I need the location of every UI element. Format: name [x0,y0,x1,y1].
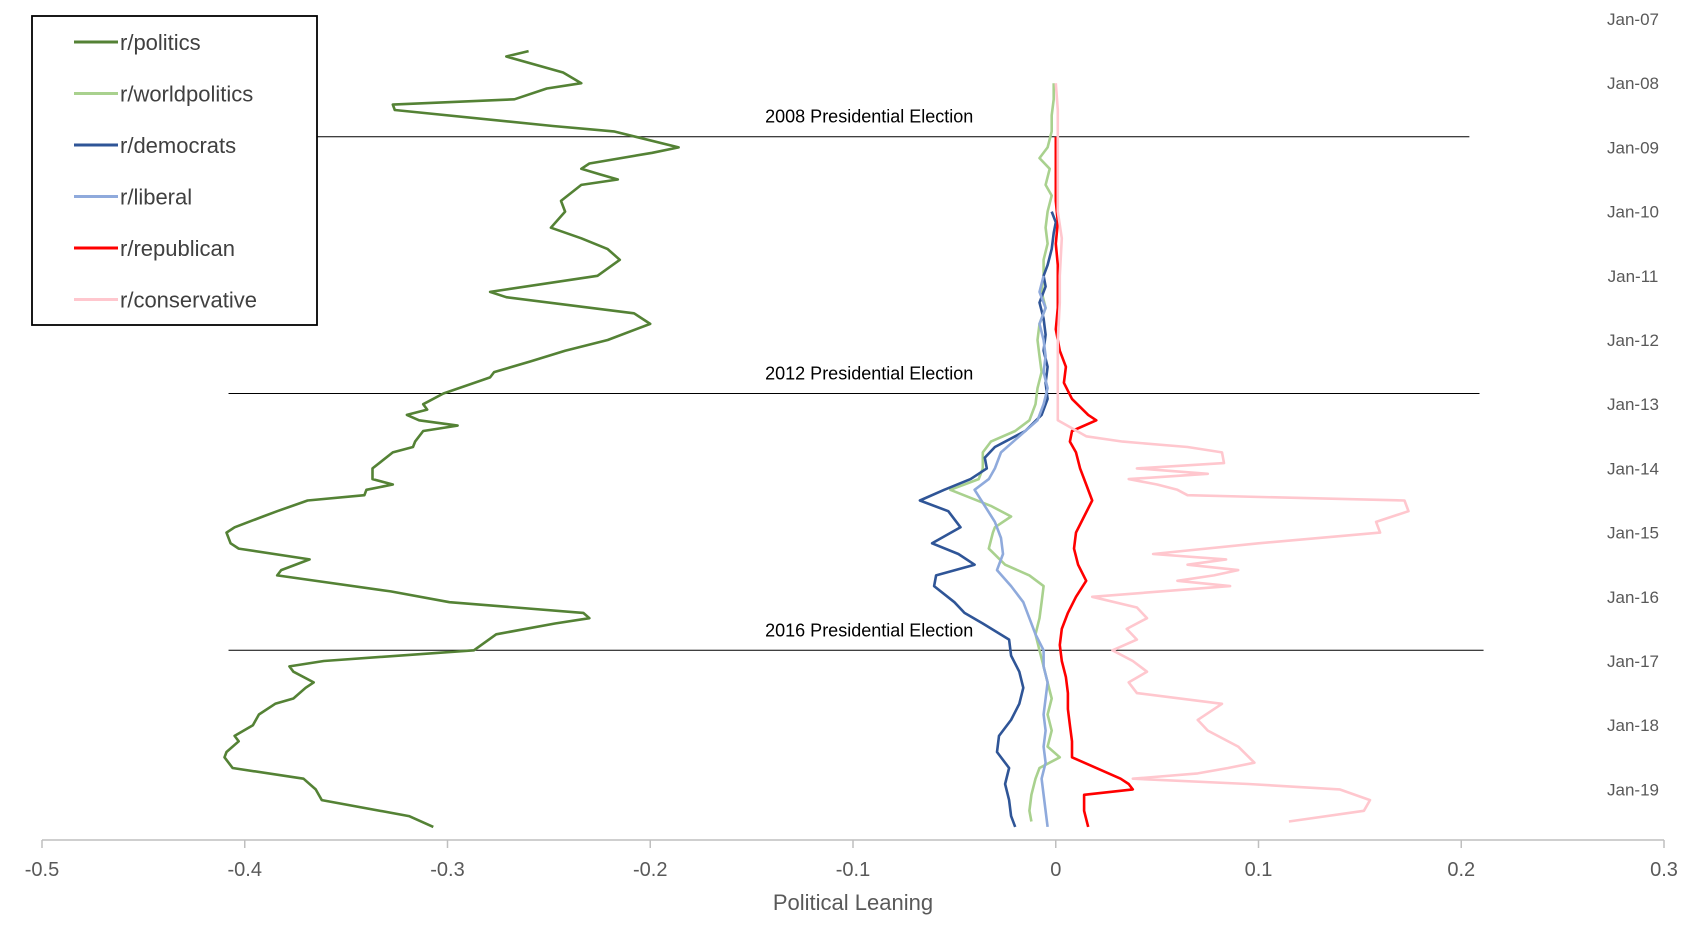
x-tick-label: -0.3 [430,859,464,881]
y-tick-label: Jan-17 [1607,652,1659,671]
election-label-0: 2008 Presidential Election [765,107,973,127]
series-line-rpolitics [223,49,680,829]
y-tick-label: Jan-13 [1607,395,1659,414]
x-tick-label: 0.3 [1650,859,1678,881]
legend-label: r/worldpolitics [120,82,253,107]
x-tick-label: 0 [1050,859,1061,881]
legend-label: r/liberal [120,185,192,210]
y-axis: Jan-07 Jan-08 Jan-09 Jan-10 Jan-11 Jan-12 Jan-… [1607,10,1659,799]
y-tick-label: Jan-09 [1607,138,1659,157]
y-tick-label: Jan-12 [1607,331,1659,350]
legend-label: r/republican [120,236,235,261]
x-tick-label: 0.1 [1245,859,1273,881]
y-tick-label: Jan-18 [1607,716,1659,735]
legend: r/politics r/worldpolitics r/democrats r/li… [31,15,318,326]
y-tick-label: Jan-07 [1607,10,1659,29]
y-tick-label: Jan-11 [1608,267,1659,286]
y-tick-label: Jan-15 [1607,524,1659,543]
x-tick-label: -0.5 [25,859,59,881]
series-line-rrepublican [1054,136,1135,828]
y-tick-label: Jan-14 [1607,459,1659,478]
x-axis-title: Political Leaning [773,890,933,915]
legend-label: r/conservative [120,288,257,313]
legend-label: r/politics [120,30,201,55]
y-tick-label: Jan-08 [1607,74,1659,93]
series-lines [223,49,1410,829]
x-tick-label: 0.2 [1447,859,1475,881]
x-tick-label: -0.2 [633,859,667,881]
legend-label: r/democrats [120,133,236,158]
x-tick-label: -0.4 [228,859,262,881]
election-label-1: 2012 Presidential Election [765,364,973,384]
y-tick-label: Jan-10 [1607,203,1659,222]
series-line-rdemocrats [918,211,1058,828]
y-tick-label: Jan-16 [1607,588,1659,607]
series-line-rconservative [1054,83,1410,823]
series-line-rliberal [973,275,1049,828]
election-annotations: 2008 Presidential Election 2012 President… [228,107,1484,651]
x-axis: -0.5 -0.4 -0.3 -0.2 -0.1 0 0.1 0.2 0.3 [25,839,1678,881]
series-line-rworldpolitics [949,83,1062,822]
y-tick-label: Jan-19 [1607,780,1659,799]
x-tick-label: -0.1 [836,859,870,881]
election-label-2: 2016 Presidential Election [765,620,973,640]
legend-box [31,15,318,326]
